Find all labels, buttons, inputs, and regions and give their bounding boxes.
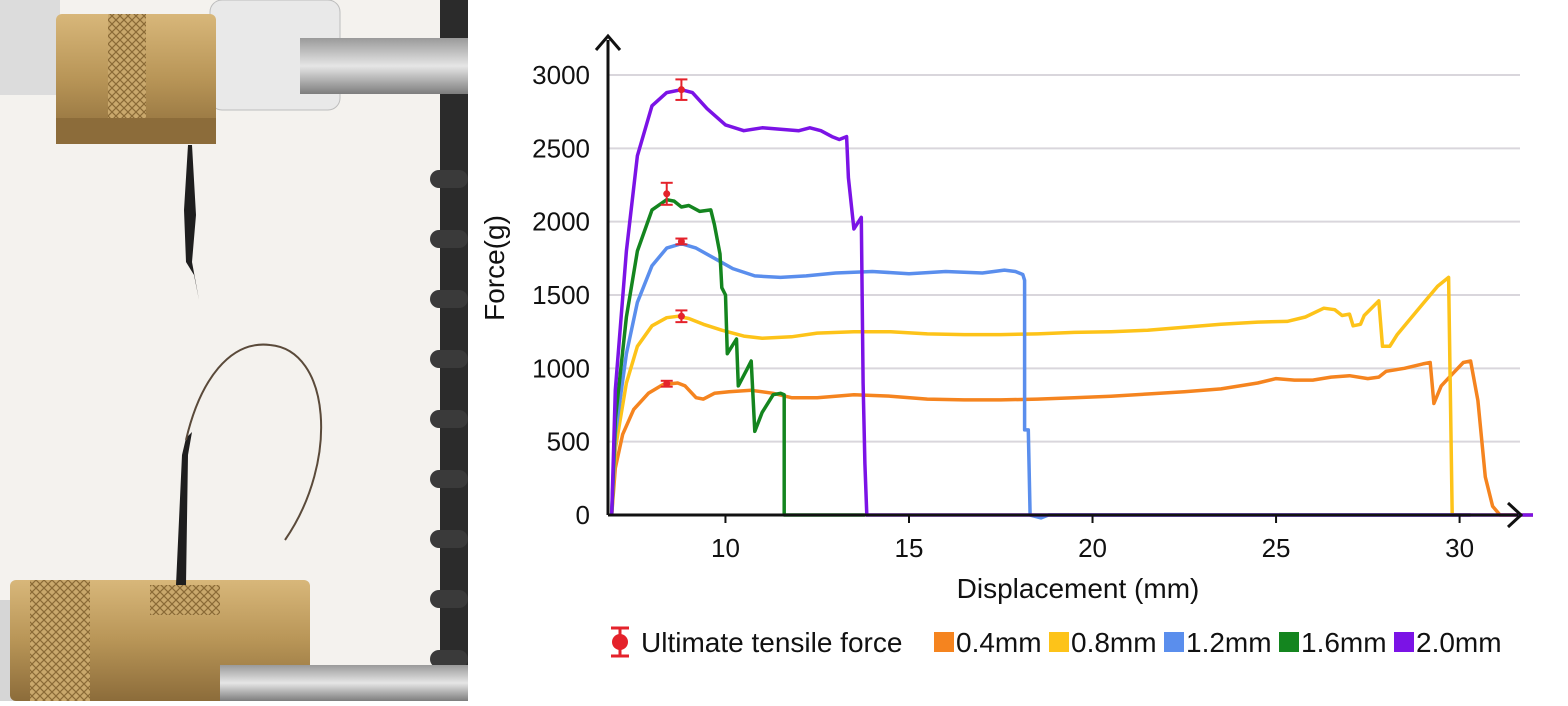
chart-panel: 0 500 1000 1500 2000 2500 3000 10 15 20 25 30 Displ… bbox=[468, 0, 1568, 701]
legend-label-1.6mm: 1.6mm bbox=[1301, 627, 1387, 658]
lower-grip bbox=[0, 580, 468, 701]
legend-label-0.4mm: 0.4mm bbox=[956, 627, 1042, 658]
series-lines bbox=[609, 87, 1533, 520]
error-bar-3 bbox=[675, 237, 688, 246]
legend-swatch-2.0mm bbox=[1394, 632, 1414, 652]
series-line-0.4mm bbox=[609, 359, 1533, 517]
series-line-2.0mm bbox=[609, 87, 1533, 517]
column-bellows bbox=[430, 170, 468, 668]
axes bbox=[594, 33, 1524, 529]
specimen-photo-drawing bbox=[0, 0, 468, 701]
x-tick-label-10: 10 bbox=[711, 533, 740, 563]
error-bar-point bbox=[677, 86, 685, 94]
y-tick-label-3000: 3000 bbox=[532, 60, 590, 90]
legend-item-2.0mm: 2.0mm bbox=[1394, 627, 1502, 658]
specimen-photo bbox=[0, 0, 468, 701]
gridlines bbox=[608, 74, 1520, 443]
force-displacement-chart: 0 500 1000 1500 2000 2500 3000 10 15 20 25 30 Displ… bbox=[479, 33, 1533, 658]
y-tick-label-1000: 1000 bbox=[532, 353, 590, 383]
series-line-1.2mm bbox=[609, 241, 1471, 520]
error-bar-1 bbox=[660, 379, 673, 388]
y-tick-label-500: 500 bbox=[547, 427, 590, 457]
y-tick-label-2500: 2500 bbox=[532, 133, 590, 163]
legend-swatch-1.2mm bbox=[1164, 632, 1184, 652]
error-bar-2 bbox=[675, 309, 688, 324]
y-axis-title: Force(g) bbox=[479, 215, 510, 321]
error-bar-5 bbox=[675, 78, 688, 101]
error-bar-point bbox=[677, 312, 685, 320]
legend-swatch-0.4mm bbox=[934, 632, 954, 652]
series-line-1.6mm bbox=[609, 197, 865, 517]
y-tick-label-0: 0 bbox=[576, 500, 590, 530]
x-tick-label-25: 25 bbox=[1262, 533, 1291, 563]
upper-grip bbox=[0, 0, 468, 144]
error-bar-point bbox=[677, 237, 685, 245]
legend-item-1.6mm: 1.6mm bbox=[1279, 627, 1387, 658]
legend-label-2.0mm: 2.0mm bbox=[1416, 627, 1502, 658]
x-tick-label-30: 30 bbox=[1445, 533, 1474, 563]
x-axis-title: Displacement (mm) bbox=[957, 573, 1200, 604]
frayed-fiber bbox=[185, 343, 323, 541]
y-tick-label-2000: 2000 bbox=[532, 207, 590, 237]
legend-item-1.2mm: 1.2mm bbox=[1164, 627, 1272, 658]
lower-specimen-fragment bbox=[176, 432, 192, 585]
legend-label-0.8mm: 0.8mm bbox=[1071, 627, 1157, 658]
tick-labels: 0 500 1000 1500 2000 2500 3000 10 15 20 25 30 bbox=[532, 60, 1474, 563]
upper-specimen-fragment bbox=[184, 145, 199, 300]
legend-item-0.8mm: 0.8mm bbox=[1049, 627, 1157, 658]
legend: Ultimate tensile force 0.4mm 0.8mm 1.2mm 1.… bbox=[611, 626, 1502, 658]
legend-item-0.4mm: 0.4mm bbox=[934, 627, 1042, 658]
x-tick-label-20: 20 bbox=[1078, 533, 1107, 563]
y-tick-label-1500: 1500 bbox=[532, 280, 590, 310]
y-axis-arrow bbox=[594, 33, 622, 51]
error-bars bbox=[660, 78, 688, 388]
error-bar-4 bbox=[660, 181, 673, 206]
error-bar-point bbox=[663, 190, 671, 198]
legend-label-1.2mm: 1.2mm bbox=[1186, 627, 1272, 658]
legend-swatch-1.6mm bbox=[1279, 632, 1299, 652]
legend-swatch-0.8mm bbox=[1049, 632, 1069, 652]
error-bar-point bbox=[663, 380, 671, 388]
x-tick-label-15: 15 bbox=[895, 533, 924, 563]
legend-item-ultimate-tensile-force: Ultimate tensile force bbox=[611, 626, 902, 658]
x-axis-arrow bbox=[1506, 501, 1524, 529]
legend-label-ultimate-tensile-force: Ultimate tensile force bbox=[641, 627, 902, 658]
series-line-0.8mm bbox=[609, 275, 1471, 517]
